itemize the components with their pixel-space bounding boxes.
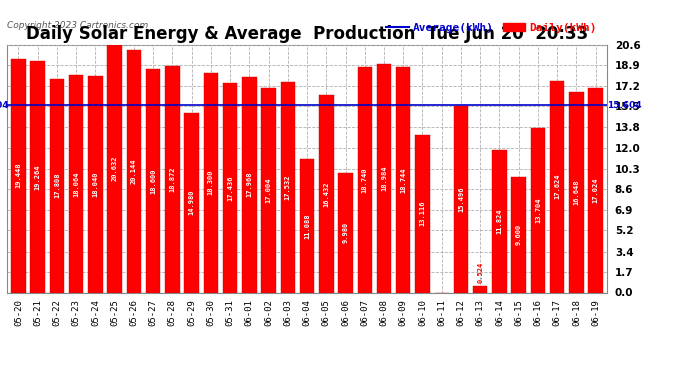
Text: 11.088: 11.088 [304,213,310,238]
Bar [550,81,564,292]
Text: 18.740: 18.740 [362,167,368,193]
Bar [50,78,64,292]
Text: 18.872: 18.872 [169,166,175,192]
Bar [531,128,545,292]
Bar [69,75,83,292]
Text: 19.448: 19.448 [15,163,21,188]
Text: 15.496: 15.496 [458,187,464,212]
Bar [396,67,411,292]
Text: 9.980: 9.980 [342,222,348,243]
Bar [338,172,353,292]
Text: 16.432: 16.432 [324,181,329,207]
Bar [473,286,487,292]
Bar [319,95,333,292]
Text: 17.436: 17.436 [227,175,233,201]
Text: Copyright 2023 Cartronics.com: Copyright 2023 Cartronics.com [7,21,148,30]
Text: 19.264: 19.264 [34,164,41,189]
Bar [357,68,372,292]
Text: 17.808: 17.808 [54,173,60,198]
Text: 16.648: 16.648 [573,180,580,205]
Bar [589,88,603,292]
Text: 0.524: 0.524 [477,261,483,283]
Text: 20.144: 20.144 [131,159,137,184]
Text: 18.300: 18.300 [208,170,214,195]
Bar [242,76,257,292]
Text: 18.600: 18.600 [150,168,156,194]
Text: 18.064: 18.064 [73,171,79,197]
Bar [30,61,45,292]
Bar [492,150,506,292]
Text: 20.632: 20.632 [112,156,118,181]
Bar [204,73,218,292]
Bar [223,83,237,292]
Bar [377,64,391,292]
Text: 17.532: 17.532 [285,174,290,200]
Text: 14.980: 14.980 [188,190,195,215]
Bar [454,106,469,292]
Legend: Average(kWh), Daily(kWh): Average(kWh), Daily(kWh) [382,18,602,38]
Bar [146,69,160,292]
Bar [300,159,314,292]
Bar [262,88,276,292]
Bar [569,93,584,292]
Bar [11,59,26,292]
Text: 18.984: 18.984 [381,166,387,191]
Text: 17.968: 17.968 [246,172,253,197]
Bar [184,112,199,292]
Bar [415,135,430,292]
Text: 18.744: 18.744 [400,167,406,193]
Text: 9.600: 9.600 [515,224,522,246]
Text: 17.004: 17.004 [266,178,272,203]
Text: 13.116: 13.116 [420,201,426,226]
Text: 13.704: 13.704 [535,197,541,223]
Text: 15.604: 15.604 [607,100,642,109]
Bar [88,76,103,292]
Bar [127,51,141,292]
Text: 11.824: 11.824 [496,209,502,234]
Bar [165,66,179,292]
Title: Daily Solar Energy & Average  Production  Tue Jun 20  20:33: Daily Solar Energy & Average Production … [26,26,588,44]
Bar [281,82,295,292]
Text: 17.624: 17.624 [554,174,560,200]
Text: 15.604: 15.604 [0,100,9,109]
Bar [108,45,122,292]
Bar [511,177,526,292]
Text: 18.040: 18.040 [92,171,99,197]
Text: 17.024: 17.024 [593,177,599,203]
